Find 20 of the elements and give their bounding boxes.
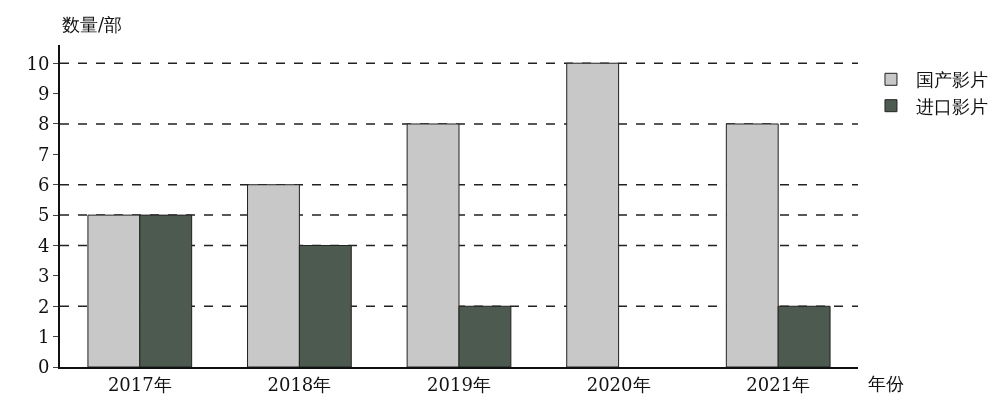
x-tick-label: 2021年 xyxy=(746,373,811,395)
legend-label: 进口影片 xyxy=(915,95,988,117)
x-tick-label: 2018年 xyxy=(267,373,332,395)
y-tick-label: 2 xyxy=(37,295,50,317)
y-tick-label: 6 xyxy=(37,174,50,196)
x-axis-title: 年份 xyxy=(868,373,904,394)
y-tick-label: 9 xyxy=(37,82,50,104)
y-tick-label: 0 xyxy=(37,356,50,378)
x-tick-label: 2020年 xyxy=(586,373,651,395)
legend-label: 国产影片 xyxy=(915,69,988,91)
x-tick-label: 2019年 xyxy=(427,373,491,395)
y-tick-label: 1 xyxy=(37,325,50,347)
y-tick-label: 5 xyxy=(37,204,50,226)
y-tick-label: 4 xyxy=(37,234,50,256)
y-tick-label: 10 xyxy=(26,52,50,74)
y-tick-label: 3 xyxy=(37,265,50,287)
y-tick-label: 7 xyxy=(37,143,50,165)
x-tick-label: 2017年 xyxy=(107,373,172,395)
y-axis-title: 数量/部 xyxy=(62,14,123,35)
y-tick-label: 8 xyxy=(37,113,50,135)
